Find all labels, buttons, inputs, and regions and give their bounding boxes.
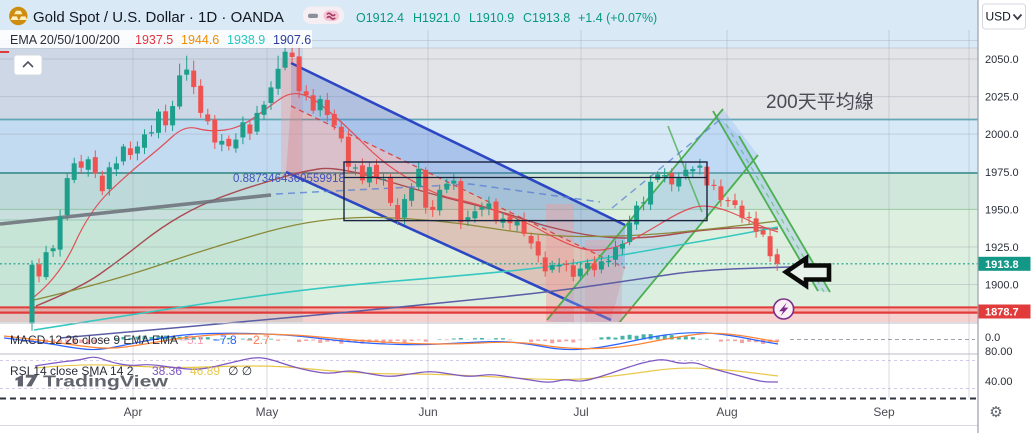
svg-text:1938.9: 1938.9 <box>227 33 265 47</box>
svg-text:2025.0: 2025.0 <box>985 92 1019 104</box>
svg-text:1937.5: 1937.5 <box>135 33 173 47</box>
svg-text:−5.1: −5.1 <box>180 333 204 347</box>
svg-text:−2.7: −2.7 <box>246 333 270 347</box>
svg-text:May: May <box>256 405 279 419</box>
svg-text:200天平均線: 200天平均線 <box>766 91 874 113</box>
svg-text:80.00: 80.00 <box>985 346 1013 358</box>
svg-text:Jul: Jul <box>573 405 588 419</box>
svg-text:O1912.4: O1912.4 <box>356 11 404 25</box>
svg-text:1925.0: 1925.0 <box>985 242 1019 254</box>
svg-text:C1913.8: C1913.8 <box>523 11 570 25</box>
svg-text:1975.0: 1975.0 <box>985 167 1019 179</box>
svg-text:+1.4 (+0.07%): +1.4 (+0.07%) <box>578 11 657 25</box>
svg-text:⚙: ⚙ <box>989 404 1002 421</box>
svg-text:2000.0: 2000.0 <box>985 129 1019 141</box>
svg-text:Sep: Sep <box>873 405 895 419</box>
svg-text:1913.8: 1913.8 <box>985 259 1019 271</box>
svg-text:Jun: Jun <box>418 405 437 419</box>
svg-text:1907.6: 1907.6 <box>273 33 311 47</box>
svg-text:EMA 20/50/100/200: EMA 20/50/100/200 <box>10 33 120 47</box>
svg-text:∅ ∅: ∅ ∅ <box>228 364 252 378</box>
svg-text:1950.0: 1950.0 <box>985 204 1019 216</box>
svg-text:0.0: 0.0 <box>985 332 1000 344</box>
svg-text:1878.7: 1878.7 <box>985 307 1019 319</box>
svg-text:40.00: 40.00 <box>985 376 1013 388</box>
svg-text:TradingView: TradingView <box>43 373 169 390</box>
svg-text:46.89: 46.89 <box>190 364 220 378</box>
svg-text:L1910.9: L1910.9 <box>469 11 514 25</box>
svg-text:Aug: Aug <box>716 405 737 419</box>
svg-text:0.8873464369559918: 0.8873464369559918 <box>233 173 345 185</box>
svg-text:MACD 12 26 close 9 EMA EMA: MACD 12 26 close 9 EMA EMA <box>10 333 178 347</box>
svg-text:Apr: Apr <box>124 405 143 419</box>
svg-text:−7.8: −7.8 <box>213 333 237 347</box>
svg-text:Gold Spot / U.S. Dollar · 1D ·: Gold Spot / U.S. Dollar · 1D · OANDA <box>33 9 284 26</box>
svg-text:2050.0: 2050.0 <box>985 54 1019 66</box>
svg-text:1900.0: 1900.0 <box>985 280 1019 292</box>
svg-text:USD: USD <box>986 10 1012 24</box>
svg-text:H1921.0: H1921.0 <box>413 11 460 25</box>
svg-text:1944.6: 1944.6 <box>181 33 219 47</box>
